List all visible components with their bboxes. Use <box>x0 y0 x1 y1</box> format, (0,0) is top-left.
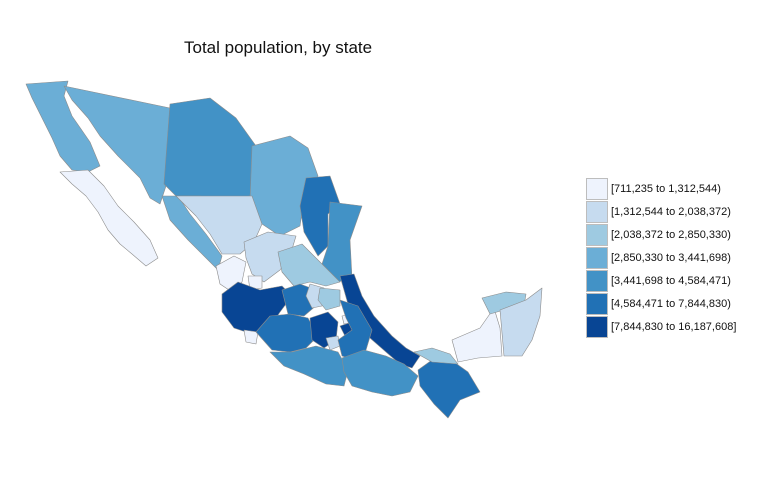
state-zacatecas <box>243 231 297 283</box>
state-campeche <box>451 307 503 363</box>
legend-swatch <box>586 270 608 292</box>
legend-label: [4,584,471 to 7,844,830) <box>611 298 731 310</box>
state-morelos <box>325 335 341 351</box>
legend-swatch <box>586 178 608 200</box>
legend-label: [7,844,830 to 16,187,608] <box>611 321 737 333</box>
legend-swatch <box>586 247 608 269</box>
state-chiapas <box>417 359 481 419</box>
state-oaxaca <box>341 349 419 397</box>
legend-label: [2,850,330 to 3,441,698) <box>611 252 731 264</box>
state-baja-california-sur <box>59 169 159 267</box>
state-san-luis-potosi <box>277 243 341 287</box>
legend-label: [2,038,372 to 2,850,330) <box>611 229 731 241</box>
legend-swatch <box>586 201 608 223</box>
state-quintana-roo <box>499 287 543 357</box>
legend-swatch <box>586 316 608 338</box>
legend-swatch <box>586 293 608 315</box>
state-tabasco <box>413 347 459 365</box>
state-sinaloa <box>161 195 223 271</box>
map-title: Total population, by state <box>184 38 373 57</box>
state-durango <box>175 195 263 255</box>
state-jalisco <box>221 281 293 335</box>
state-aguascalientes <box>247 275 263 291</box>
state-hidalgo <box>317 287 341 311</box>
legend-label: [711,235 to 1,312,544) <box>611 183 721 195</box>
state-chihuahua <box>163 97 257 201</box>
legend-label: [1,312,544 to 2,038,372) <box>611 206 731 218</box>
legend-label: [3,441,698 to 4,584,471) <box>611 275 731 287</box>
state-colima <box>243 329 259 345</box>
legend-swatch <box>586 224 608 246</box>
state-guerrero <box>269 345 349 387</box>
